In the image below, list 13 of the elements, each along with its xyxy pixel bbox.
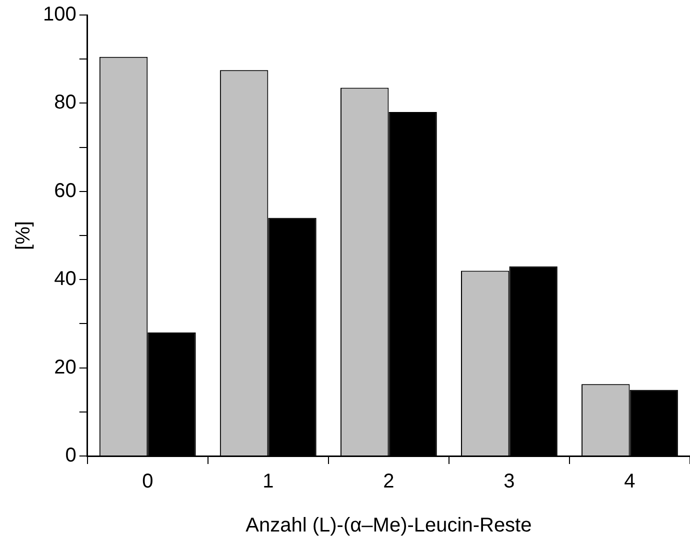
x-tick-label: 0 [142,470,154,493]
x-tick-label: 2 [383,470,394,493]
x-tick-label: 3 [504,470,515,493]
x-tick-label: 1 [262,470,274,493]
y-tick-label: 80 [54,92,76,114]
y-tick-label: 60 [54,180,76,202]
x-axis-title: Anzahl (L)-(α–Me)-Leucin-Reste [246,514,532,537]
y-axis-title: [%] [12,221,35,250]
y-tick-label: 100 [42,4,76,26]
y-tick-label: 20 [54,356,76,378]
y-tick-label: 0 [65,444,76,467]
y-tick-label: 40 [54,268,76,290]
x-tick-label: 4 [624,470,636,493]
